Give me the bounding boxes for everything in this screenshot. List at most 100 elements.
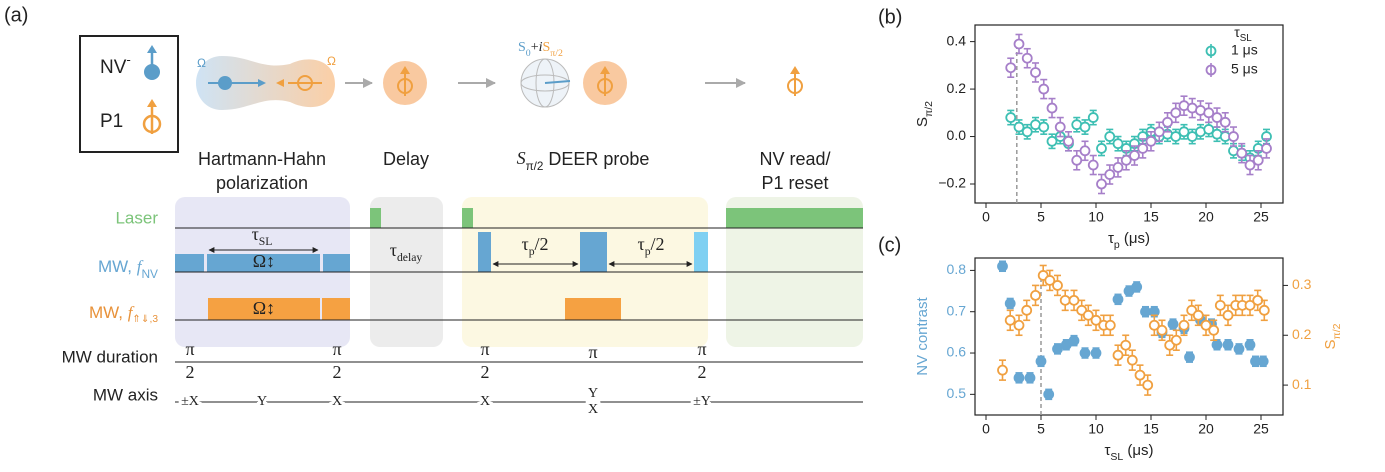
row-label: MW axis xyxy=(93,385,158,404)
data-point xyxy=(1105,132,1114,141)
data-point xyxy=(1105,170,1114,179)
x-tick-label: 5 xyxy=(1037,421,1045,437)
data-point xyxy=(1039,85,1048,94)
data-point xyxy=(1138,144,1147,153)
probe-sub: π/2 xyxy=(526,160,544,173)
duration-num: π xyxy=(480,339,489,359)
ann-sub: delay xyxy=(397,251,422,264)
data-point xyxy=(1023,127,1032,136)
data-point xyxy=(1136,371,1145,380)
figure: (a) NV- P1 Ω Ω S0+iSπ/2 Hartmann-Hahn po… xyxy=(0,0,1385,472)
data-point xyxy=(1229,132,1238,141)
data-point xyxy=(1158,326,1167,335)
data-point xyxy=(1053,344,1062,353)
sphere-label: S0+iSπ/2 xyxy=(518,40,563,59)
duration-num: π xyxy=(697,339,706,359)
x-tick-label: 20 xyxy=(1198,421,1214,437)
section-title: polarization xyxy=(216,173,308,193)
data-point xyxy=(1143,381,1152,390)
axis-label: X xyxy=(332,394,342,409)
x-tick-label: 0 xyxy=(982,421,990,437)
data-point xyxy=(1006,63,1015,72)
data-point xyxy=(1213,340,1222,349)
section-title: Hartmann-Hahn xyxy=(198,149,326,169)
x-tick-label: 15 xyxy=(1143,209,1159,225)
data-point xyxy=(1180,321,1189,330)
omega: Ω↕ xyxy=(253,251,275,271)
process-icons: Ω Ω S0+iSπ/2 xyxy=(196,40,802,110)
y-tick-label: 0.6 xyxy=(947,344,967,360)
y2-axis-label-part: π/2 xyxy=(1331,323,1343,339)
x-axis-label-part: (μs) xyxy=(1120,230,1150,247)
axis-label: ±X xyxy=(181,394,199,409)
y2-tick-label: 0.2 xyxy=(1292,326,1312,342)
data-point xyxy=(1064,137,1073,146)
data-point xyxy=(1097,180,1106,189)
panel-label: (c) xyxy=(878,234,901,256)
data-point xyxy=(1262,144,1271,153)
data-point xyxy=(1114,351,1123,360)
data-point xyxy=(1147,137,1156,146)
ann-main: τ xyxy=(637,234,644,254)
plot-frame xyxy=(975,258,1283,415)
row-label: Laser xyxy=(115,208,158,227)
ann-sub: SL xyxy=(259,235,273,248)
data-point xyxy=(1056,123,1065,132)
data-point xyxy=(1128,356,1137,365)
data-point xyxy=(1026,373,1035,382)
data-point xyxy=(1006,299,1015,308)
y-tick-label: 0.8 xyxy=(947,261,967,277)
data-point xyxy=(1023,54,1032,63)
data-point xyxy=(1061,296,1070,305)
probe-s: S xyxy=(517,148,526,168)
data-point xyxy=(1121,341,1130,350)
data-point xyxy=(1235,344,1244,353)
data-point xyxy=(1031,291,1040,300)
data-point xyxy=(1237,149,1246,158)
x-axis-label-part: (μs) xyxy=(1123,442,1153,459)
data-point xyxy=(1048,104,1057,113)
data-point xyxy=(1097,144,1106,153)
data-point xyxy=(1155,127,1164,136)
data-point xyxy=(1070,296,1079,305)
data-point xyxy=(1081,349,1090,358)
duration-den: 2 xyxy=(333,362,342,382)
row-main: MW, xyxy=(89,303,128,322)
data-point xyxy=(1089,113,1098,122)
duration-den: 2 xyxy=(186,362,195,382)
x-tick-label: 20 xyxy=(1198,209,1214,225)
data-point xyxy=(998,262,1007,271)
data-point xyxy=(1171,108,1180,117)
panel-label: (a) xyxy=(4,4,28,26)
axis-label: Y xyxy=(257,394,267,409)
x-axis-label: τSL (μs) xyxy=(1104,442,1153,463)
duration-num: π xyxy=(332,339,341,359)
data-point xyxy=(1006,113,1015,122)
data-point xyxy=(1015,39,1024,48)
duration-num: π xyxy=(588,342,597,362)
section-title: P1 reset xyxy=(761,173,828,193)
sphere-plus: + xyxy=(531,40,539,55)
data-point xyxy=(1132,282,1141,291)
omega-nv-icon: Ω xyxy=(197,56,206,70)
data-point xyxy=(1114,295,1123,304)
y-tick-label: 0.2 xyxy=(947,80,967,96)
x-axis-label-part: SL xyxy=(1110,451,1123,463)
row-sub: ⇑⇓,3 xyxy=(132,314,158,325)
legend-nv: NV- xyxy=(100,52,131,78)
data-point xyxy=(1194,311,1203,320)
ann-main: τ xyxy=(252,224,259,244)
duration-den: 2 xyxy=(698,362,707,382)
y2-axis-label: Sπ/2 xyxy=(1322,323,1343,349)
y2-tick-label: 0.1 xyxy=(1292,376,1312,392)
ann-main: τ xyxy=(390,240,397,260)
x-tick-label: 15 xyxy=(1143,421,1159,437)
legend-p1: P1 xyxy=(100,111,123,132)
duration-num: π xyxy=(185,339,194,359)
data-point xyxy=(1072,156,1081,165)
y-axis-label: Sπ/2 xyxy=(914,101,935,127)
x-tick-label: 25 xyxy=(1253,421,1269,437)
ann-main: τ xyxy=(521,234,528,254)
data-point xyxy=(1044,390,1053,399)
data-point xyxy=(1031,68,1040,77)
